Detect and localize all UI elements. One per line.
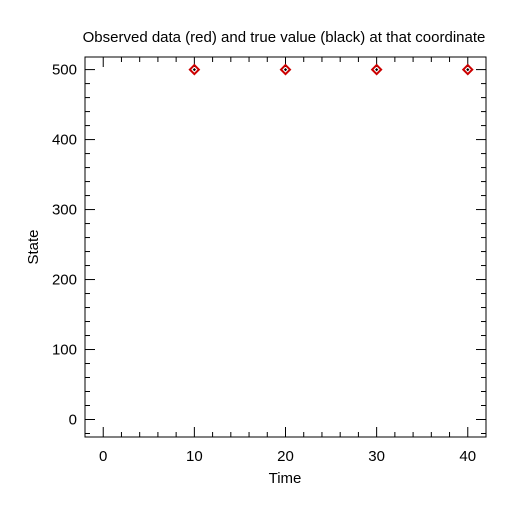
- observed-point: [461, 63, 474, 76]
- y-tick-label: 200: [52, 272, 77, 289]
- y-axis-label: State: [25, 229, 42, 264]
- y-tick-label: 100: [52, 342, 77, 359]
- x-axis-label: Time: [269, 470, 302, 487]
- x-tick-label: 10: [186, 448, 203, 465]
- y-axis-ticks: [85, 69, 486, 435]
- true-value-point: [192, 67, 196, 72]
- x-tick-label: 30: [368, 448, 385, 465]
- y-tick-label: 400: [52, 132, 77, 149]
- x-tick-label: 20: [277, 448, 294, 465]
- observed-point: [370, 63, 383, 76]
- y-tick-label: 300: [52, 202, 77, 219]
- x-tick-label: 0: [99, 448, 107, 465]
- y-axis-tick-labels: 0 100 200 300 400 500: [52, 62, 77, 429]
- data-points: [188, 63, 474, 76]
- true-value-point: [375, 67, 379, 72]
- chart-title: Observed data (red) and true value (blac…: [83, 29, 486, 46]
- x-axis-tick-labels: 0 10 20 30 40: [99, 448, 476, 465]
- plot-frame: [84, 56, 487, 438]
- y-tick-label: 500: [52, 62, 77, 79]
- true-value-point: [466, 67, 470, 72]
- x-axis-ticks: [84, 57, 487, 437]
- true-value-point: [283, 67, 288, 72]
- observed-point: [188, 63, 201, 76]
- y-tick-label: 0: [69, 412, 77, 429]
- observed-point: [279, 63, 292, 76]
- x-tick-label: 40: [459, 448, 476, 465]
